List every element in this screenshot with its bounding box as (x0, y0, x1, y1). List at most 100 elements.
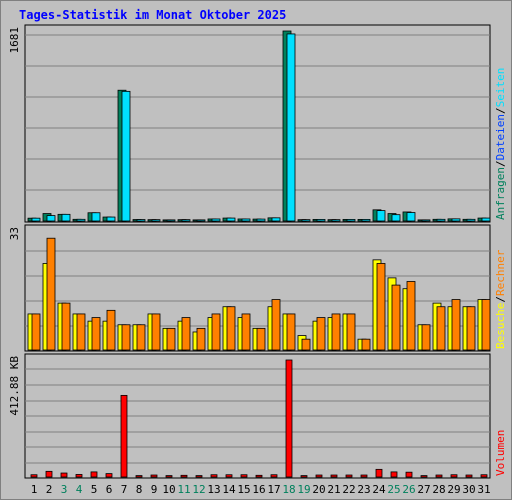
bar-requests-seiten-day-16 (256, 218, 266, 222)
bar-visits-rechner-day-19 (301, 338, 311, 351)
bar-visits-rechner-day-8 (136, 324, 146, 351)
x-tick-label-day-17: 17 (267, 483, 280, 496)
bar-visits-rechner-day-14 (226, 306, 236, 351)
bar-volume-volumen-day-19 (300, 475, 308, 478)
x-tick-label-day-30: 30 (462, 483, 475, 496)
legend-visits: Besuche/Rechner (494, 249, 507, 349)
bar-volume-volumen-day-29 (450, 474, 458, 478)
legend-item-volumen: Volumen (494, 430, 507, 476)
x-tick-label-day-25: 25 (387, 483, 400, 496)
bar-volume-volumen-day-5 (90, 471, 98, 478)
bar-volume-volumen-day-17 (270, 474, 278, 478)
bar-visits-rechner-day-25 (391, 284, 401, 351)
bar-volume-volumen-day-16 (255, 474, 263, 478)
bar-visits-rechner-day-24 (376, 263, 386, 351)
bar-volume-volumen-day-1 (30, 474, 38, 478)
x-tick-label-day-7: 7 (121, 483, 128, 496)
bar-visits-rechner-day-13 (211, 313, 221, 351)
panel-requests-area (24, 24, 491, 223)
bar-volume-volumen-day-20 (315, 474, 323, 478)
bar-visits-rechner-day-7 (121, 324, 131, 351)
legend-item-besuche: Besuche (494, 303, 507, 349)
legend-separator: / (494, 160, 507, 167)
bar-visits-rechner-day-12 (196, 327, 206, 351)
x-tick-label-day-20: 20 (312, 483, 325, 496)
x-tick-label-day-29: 29 (447, 483, 460, 496)
bar-requests-seiten-day-25 (391, 214, 401, 222)
bar-requests-seiten-day-23 (361, 219, 371, 222)
bar-visits-rechner-day-18 (286, 313, 296, 351)
bar-visits-rechner-day-29 (451, 299, 461, 351)
bar-visits-rechner-day-20 (316, 317, 326, 351)
bar-requests-seiten-day-10 (166, 219, 176, 222)
bar-volume-volumen-day-2 (45, 470, 53, 478)
bar-visits-rechner-day-5 (91, 317, 101, 351)
bar-requests-seiten-day-31 (481, 217, 491, 222)
bar-volume-volumen-day-21 (330, 474, 338, 478)
bar-visits-rechner-day-9 (151, 313, 161, 351)
bar-volume-volumen-day-4 (75, 474, 83, 478)
bar-requests-seiten-day-5 (91, 212, 101, 222)
bar-volume-volumen-day-12 (195, 475, 203, 478)
x-tick-label-day-10: 10 (162, 483, 175, 496)
bar-requests-seiten-day-15 (241, 218, 251, 222)
bar-volume-volumen-day-15 (240, 474, 248, 478)
x-tick-label-day-18: 18 (282, 483, 295, 496)
legend-separator: / (494, 296, 507, 303)
bar-requests-seiten-day-12 (196, 219, 206, 222)
x-tick-label-day-24: 24 (372, 483, 386, 496)
bar-volume-volumen-day-22 (345, 474, 353, 478)
bar-visits-rechner-day-26 (406, 281, 416, 351)
bar-requests-seiten-day-18 (286, 33, 296, 222)
bar-requests-seiten-day-24 (376, 210, 386, 222)
legend-item-seiten: Seiten (494, 68, 507, 108)
bar-requests-seiten-day-13 (211, 218, 221, 222)
bar-visits-rechner-day-27 (421, 324, 431, 351)
bar-volume-volumen-day-24 (375, 468, 383, 478)
bar-visits-rechner-day-15 (241, 313, 251, 351)
x-tick-label-day-5: 5 (91, 483, 98, 496)
bar-visits-rechner-day-23 (361, 338, 371, 351)
x-tick-label-day-15: 15 (237, 483, 250, 496)
x-tick-label-day-1: 1 (31, 483, 38, 496)
bar-visits-rechner-day-21 (331, 313, 341, 351)
x-tick-label-day-27: 27 (417, 483, 430, 496)
x-tick-label-day-16: 16 (252, 483, 265, 496)
bar-visits-rechner-day-10 (166, 327, 176, 351)
bar-requests-seiten-day-22 (346, 219, 356, 222)
x-tick-label-day-6: 6 (106, 483, 113, 496)
bar-volume-volumen-day-27 (420, 475, 428, 478)
bar-volume-volumen-day-3 (60, 472, 68, 478)
bar-requests-seiten-day-9 (151, 219, 161, 222)
bar-requests-seiten-day-1 (31, 217, 41, 222)
x-tick-label-day-9: 9 (151, 483, 158, 496)
x-tick-label-day-28: 28 (432, 483, 445, 496)
bar-volume-volumen-day-30 (465, 474, 473, 478)
bar-requests-seiten-day-8 (136, 219, 146, 222)
legend-volume: Volumen (494, 430, 507, 476)
legend-item-dateien: Dateien (494, 114, 507, 160)
x-tick-label-day-2: 2 (46, 483, 53, 496)
bar-requests-seiten-day-28 (436, 218, 446, 222)
bar-requests-seiten-day-3 (61, 213, 71, 222)
bar-volume-volumen-day-7 (120, 394, 128, 478)
x-tick-label-day-22: 22 (342, 483, 355, 496)
bar-volume-volumen-day-31 (480, 474, 488, 478)
bar-visits-rechner-day-17 (271, 299, 281, 351)
bar-visits-rechner-day-4 (76, 313, 86, 351)
x-tick-label-day-14: 14 (222, 483, 236, 496)
bar-volume-volumen-day-8 (135, 475, 143, 478)
bar-requests-seiten-day-21 (331, 219, 341, 222)
bar-volume-volumen-day-11 (180, 474, 188, 478)
bar-requests-seiten-day-20 (316, 219, 326, 222)
x-tick-label-day-31: 31 (477, 483, 490, 496)
bar-requests-seiten-day-27 (421, 219, 431, 222)
bar-requests-seiten-day-7 (121, 90, 131, 222)
x-tick-label-day-8: 8 (136, 483, 143, 496)
bar-visits-rechner-day-22 (346, 313, 356, 351)
x-tick-label-day-19: 19 (297, 483, 310, 496)
bar-volume-volumen-day-14 (225, 474, 233, 478)
bar-requests-seiten-day-2 (46, 215, 56, 222)
